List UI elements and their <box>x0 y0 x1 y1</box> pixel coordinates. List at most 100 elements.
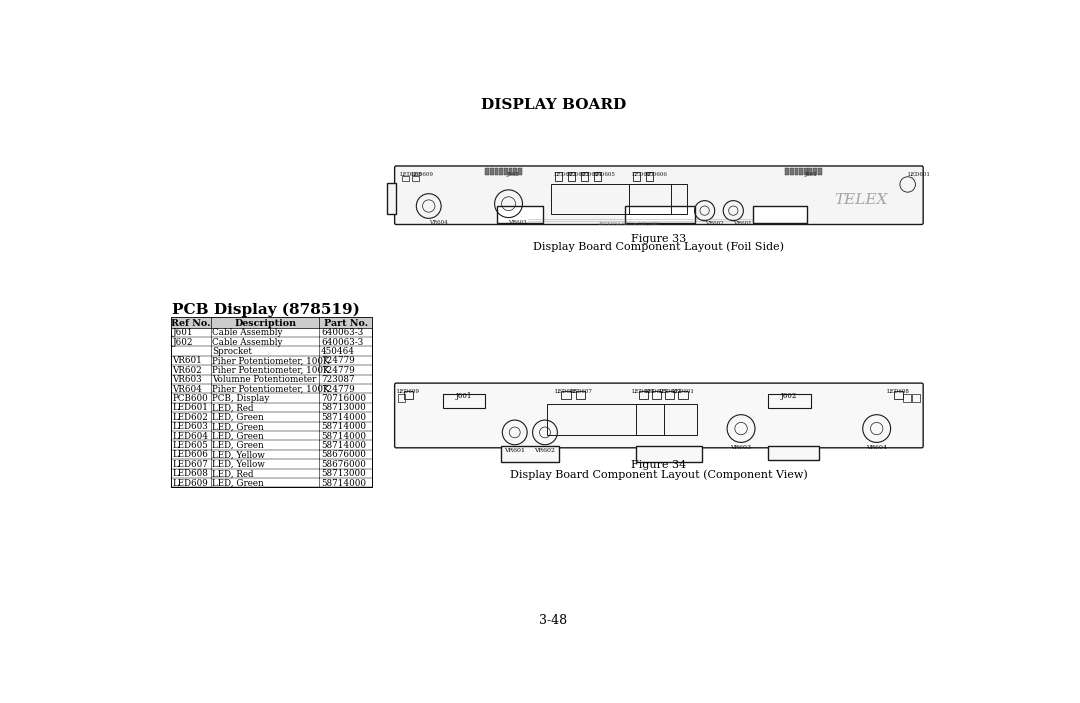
Text: Volumne Potentiometer: Volumne Potentiometer <box>213 375 316 385</box>
Bar <box>576 391 585 399</box>
Text: LED, Yellow: LED, Yellow <box>213 460 266 469</box>
Text: Cable Assembly: Cable Assembly <box>213 337 283 347</box>
Bar <box>638 391 648 399</box>
Polygon shape <box>753 206 807 223</box>
Bar <box>665 391 674 399</box>
Text: Ref No.: Ref No. <box>171 319 211 328</box>
Text: LED601: LED601 <box>172 404 208 413</box>
Text: Piher Potentiometer, 100K: Piher Potentiometer, 100K <box>213 366 330 375</box>
Text: 58714000: 58714000 <box>321 413 366 422</box>
FancyBboxPatch shape <box>394 383 923 448</box>
Text: 3-48: 3-48 <box>539 614 568 627</box>
Text: VR601: VR601 <box>504 448 525 453</box>
Text: LED603: LED603 <box>172 423 208 431</box>
Text: Cable Assembly: Cable Assembly <box>213 328 283 337</box>
Bar <box>171 317 373 487</box>
Polygon shape <box>636 446 702 462</box>
Text: 640063-3: 640063-3 <box>321 328 363 337</box>
Text: 58713000: 58713000 <box>321 469 366 478</box>
Text: VR603: VR603 <box>172 375 202 385</box>
Text: LED604: LED604 <box>632 389 654 394</box>
Bar <box>799 168 804 175</box>
Text: LED609: LED609 <box>172 479 208 488</box>
Bar <box>636 404 697 434</box>
Text: LED, Red: LED, Red <box>213 469 254 478</box>
Text: LED, Green: LED, Green <box>213 423 265 431</box>
Text: LED, Green: LED, Green <box>213 413 265 422</box>
Text: LED603: LED603 <box>645 389 669 394</box>
Text: J601: J601 <box>805 172 818 177</box>
Text: LED607: LED607 <box>569 389 592 394</box>
Bar <box>903 394 910 401</box>
Text: VR603: VR603 <box>509 220 527 225</box>
Text: Piher Potentiometer, 100K: Piher Potentiometer, 100K <box>213 385 330 394</box>
Bar <box>795 168 798 175</box>
Text: 70716000: 70716000 <box>321 394 366 403</box>
Bar <box>499 168 503 175</box>
Text: LED606: LED606 <box>554 389 578 394</box>
Bar <box>411 176 419 181</box>
Bar <box>646 172 652 181</box>
Bar <box>485 168 489 175</box>
Bar <box>404 391 414 399</box>
Bar <box>568 172 576 181</box>
Text: VR602: VR602 <box>172 366 202 375</box>
Text: 58714000: 58714000 <box>321 432 366 441</box>
Text: LED603: LED603 <box>567 172 590 177</box>
Text: 724779: 724779 <box>321 366 354 375</box>
Bar <box>171 317 373 328</box>
Text: 58676000: 58676000 <box>321 460 366 469</box>
Polygon shape <box>387 183 396 214</box>
Text: LED608: LED608 <box>400 172 423 177</box>
Text: J602: J602 <box>781 392 797 401</box>
Bar <box>894 391 903 399</box>
Text: LED, Green: LED, Green <box>213 441 265 450</box>
Bar <box>818 168 822 175</box>
Text: 58714000: 58714000 <box>321 423 366 431</box>
Bar <box>678 391 688 399</box>
Text: VR604: VR604 <box>866 446 888 451</box>
Text: PCB600: PCB600 <box>172 394 208 403</box>
Text: Figure 34: Figure 34 <box>632 460 687 470</box>
Text: VR602: VR602 <box>535 448 555 453</box>
Text: Display Board Component Layout (Component View): Display Board Component Layout (Componen… <box>510 470 808 480</box>
Text: Figure 33: Figure 33 <box>632 233 687 244</box>
Text: 723087: 723087 <box>321 375 354 385</box>
Text: 58676000: 58676000 <box>321 451 366 459</box>
Bar <box>443 394 485 408</box>
Text: VR604: VR604 <box>429 220 447 225</box>
Text: LED606: LED606 <box>645 172 667 177</box>
Text: LED608: LED608 <box>887 389 909 394</box>
Text: LED, Green: LED, Green <box>213 432 265 441</box>
Polygon shape <box>497 206 543 223</box>
Text: Part No.: Part No. <box>324 319 368 328</box>
Bar <box>913 394 920 401</box>
Bar <box>768 394 811 408</box>
Text: LED605: LED605 <box>172 441 208 450</box>
Bar <box>804 168 808 175</box>
Polygon shape <box>625 206 694 223</box>
Text: VR601: VR601 <box>172 356 202 366</box>
Bar <box>551 184 672 214</box>
Bar <box>789 168 794 175</box>
Text: PCB Display (878519): PCB Display (878519) <box>172 302 360 316</box>
Text: LED601: LED601 <box>672 389 694 394</box>
Bar <box>562 391 570 399</box>
Text: 58714000: 58714000 <box>321 479 366 488</box>
Text: LED607: LED607 <box>632 172 654 177</box>
Bar <box>555 172 562 181</box>
Bar <box>513 168 517 175</box>
Text: VR602: VR602 <box>704 221 724 226</box>
Text: LED608: LED608 <box>172 469 208 478</box>
Text: LED604: LED604 <box>580 172 603 177</box>
Polygon shape <box>501 446 559 462</box>
Text: LED606: LED606 <box>172 451 208 459</box>
Text: J602: J602 <box>172 337 192 347</box>
Text: J601: J601 <box>172 328 192 337</box>
Text: 58713000: 58713000 <box>321 404 366 413</box>
Text: LED601: LED601 <box>907 172 931 177</box>
Text: VR604: VR604 <box>172 385 202 394</box>
Text: LED602: LED602 <box>554 172 577 177</box>
Text: Sprocket: Sprocket <box>213 347 253 356</box>
Text: VR603: VR603 <box>730 446 752 451</box>
